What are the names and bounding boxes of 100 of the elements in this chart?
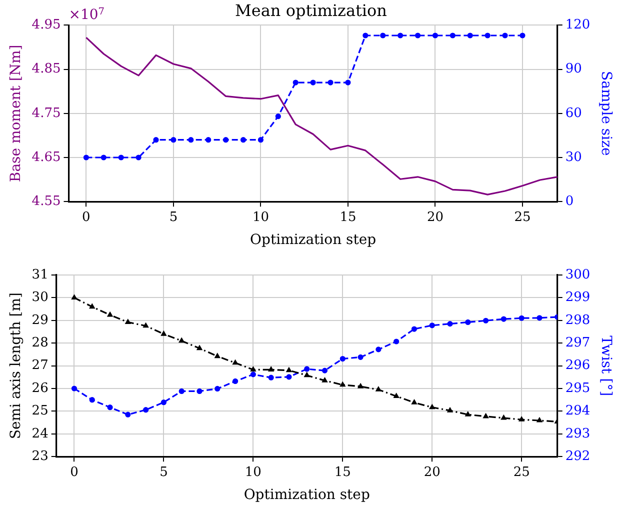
x-tick-label: 10 [252,210,269,225]
point [358,354,364,360]
y-tick-label: 31 [32,267,48,282]
point [143,407,149,413]
y-tick-label: 23 [32,448,48,464]
point [100,154,106,160]
point [90,304,95,309]
y-axis-title: Base moment [Nm] [8,44,24,182]
y2-tick-label: 120 [565,18,590,33]
point [83,154,89,160]
x-tick-label: 25 [513,464,530,480]
y-tick-label: 4.85 [32,62,61,77]
point [223,137,229,143]
point [275,114,281,120]
point [467,32,473,38]
point [450,32,456,38]
y-tick-label: 28 [32,335,48,350]
y2-axis-title: Twist [°] [598,336,614,396]
point [362,32,368,38]
x-tick-label: 5 [169,210,178,225]
point [380,32,386,38]
y2-tick-label: 298 [565,312,590,328]
y2-tick-label: 294 [565,404,590,419]
point [292,80,298,86]
y-tick-label: 4.55 [32,194,61,209]
point [465,412,470,416]
point [518,315,524,321]
y-tick-label: 29 [32,312,48,328]
x-tick-label: 20 [424,464,440,480]
point [310,80,316,86]
x-tick-label: 0 [82,210,90,225]
point [394,338,400,344]
y-tick-label: 27 [32,358,48,374]
point [72,294,77,300]
y2-tick-label: 300 [565,267,590,282]
point [447,408,453,412]
y2-tick-label: 299 [565,290,590,306]
point [465,319,471,326]
point [232,378,238,384]
x-tick-label: 20 [426,210,444,225]
y2-tick-label: 30 [565,150,582,165]
point [196,388,202,394]
x-tick-label: 15 [334,464,351,480]
point [71,386,78,392]
point [376,346,382,352]
point [89,397,95,403]
point [414,32,421,38]
point [178,388,184,394]
point [206,137,212,143]
y2-tick-label: 292 [565,448,590,464]
point [268,374,274,380]
y-tick-label: 26 [32,380,48,396]
x-tick-label: 25 [514,210,531,225]
point [345,80,351,86]
point [432,32,438,38]
x-tick-label: 5 [160,464,168,480]
point [484,32,490,38]
y2-tick-label: 296 [565,358,590,374]
point [500,316,507,322]
point [136,154,142,160]
y-tick-label: 30 [32,290,48,306]
y-tick-label: 4.95 [32,18,61,33]
x-axis-title: Optimization step [244,487,370,504]
point [429,322,435,328]
point [188,137,194,143]
point [304,366,310,372]
y-tick-label: 24 [32,426,48,442]
point [398,32,404,38]
point [322,368,328,374]
point [340,356,346,362]
point [214,386,220,392]
x-axis-title: Optimization step [250,232,376,248]
point [125,319,130,324]
point [328,80,334,86]
point [447,321,453,327]
point [107,404,113,410]
point [214,353,220,358]
point [125,412,131,418]
point [153,137,159,143]
y-tick-label: 4.75 [32,106,61,121]
point [520,32,526,38]
y2-axis-title: Sample size [598,71,614,156]
point [411,326,418,332]
point [536,315,542,321]
y2-tick-label: 0 [565,194,574,209]
point [519,416,524,422]
y2-tick-label: 297 [565,335,590,350]
point [376,386,381,392]
y-tick-label: 4.65 [32,150,61,165]
point [268,366,274,372]
x-tick-label: 15 [340,210,356,225]
point [250,372,256,378]
point [483,318,489,324]
point [170,137,176,143]
point [502,32,508,38]
point [118,154,124,160]
y2-tick-label: 293 [565,426,590,442]
point [536,418,542,422]
point [160,400,167,406]
point [412,400,417,404]
